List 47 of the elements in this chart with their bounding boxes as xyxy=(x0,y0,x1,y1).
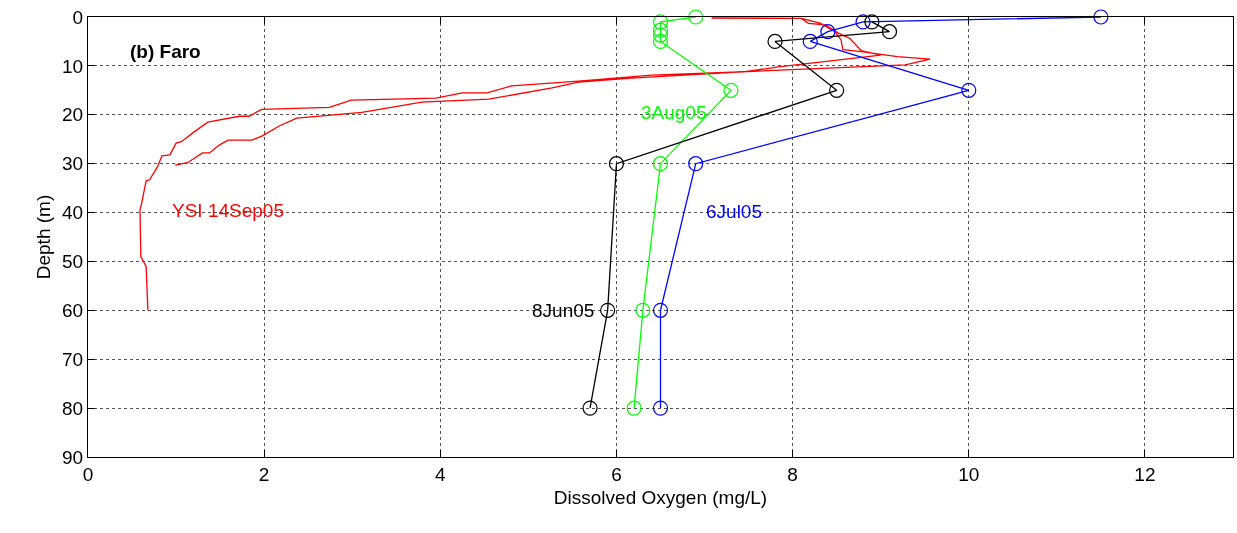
point xyxy=(864,14,880,30)
y-tick-label: 70 xyxy=(61,348,84,370)
point xyxy=(608,156,625,172)
y-tick-label: 90 xyxy=(61,446,84,468)
point xyxy=(688,156,704,172)
point xyxy=(652,27,669,43)
point xyxy=(582,400,598,416)
point xyxy=(1093,9,1109,25)
x-axis-title: Dissolved Oxygen (mg/L) xyxy=(553,486,768,508)
point xyxy=(802,33,818,50)
x-tick-label: 12 xyxy=(1134,463,1156,485)
x-tick-label: 6 xyxy=(611,463,622,485)
text: (b) Faro xyxy=(130,41,201,62)
point xyxy=(600,302,616,318)
x-tick-label: 4 xyxy=(435,463,447,485)
point xyxy=(881,24,898,40)
point xyxy=(767,33,783,50)
series-label: 6Jul05 xyxy=(706,201,762,222)
point xyxy=(688,9,704,25)
point xyxy=(652,33,669,50)
point xyxy=(626,400,642,416)
point xyxy=(635,302,651,318)
x-tick-label: 10 xyxy=(958,463,980,485)
y-tick-label: 10 xyxy=(61,55,84,77)
x-tick-label: 8 xyxy=(787,463,798,485)
point xyxy=(723,82,739,98)
y-tick-label: 40 xyxy=(61,202,84,224)
point xyxy=(829,82,845,98)
y-tick-label: 30 xyxy=(61,153,84,175)
point xyxy=(652,400,669,416)
point xyxy=(652,22,669,38)
point xyxy=(652,14,669,30)
series-label: 8Jun05 xyxy=(532,300,595,321)
point xyxy=(652,156,669,172)
point xyxy=(652,302,669,318)
point xyxy=(820,24,836,40)
y-axis-title: Depth (m) xyxy=(32,194,54,280)
x-tick-label: 2 xyxy=(258,463,270,485)
y-tick-label: 0 xyxy=(72,6,84,28)
y-tick-label: 50 xyxy=(61,251,84,273)
series-label: YSI 14Sep05 xyxy=(172,200,284,221)
point xyxy=(855,14,871,30)
series-label: 3Aug05 xyxy=(641,102,707,123)
y-tick-label: 80 xyxy=(61,397,84,419)
y-tick-label: 20 xyxy=(61,104,84,126)
y-tick-label: 60 xyxy=(61,299,84,321)
point xyxy=(961,82,977,98)
